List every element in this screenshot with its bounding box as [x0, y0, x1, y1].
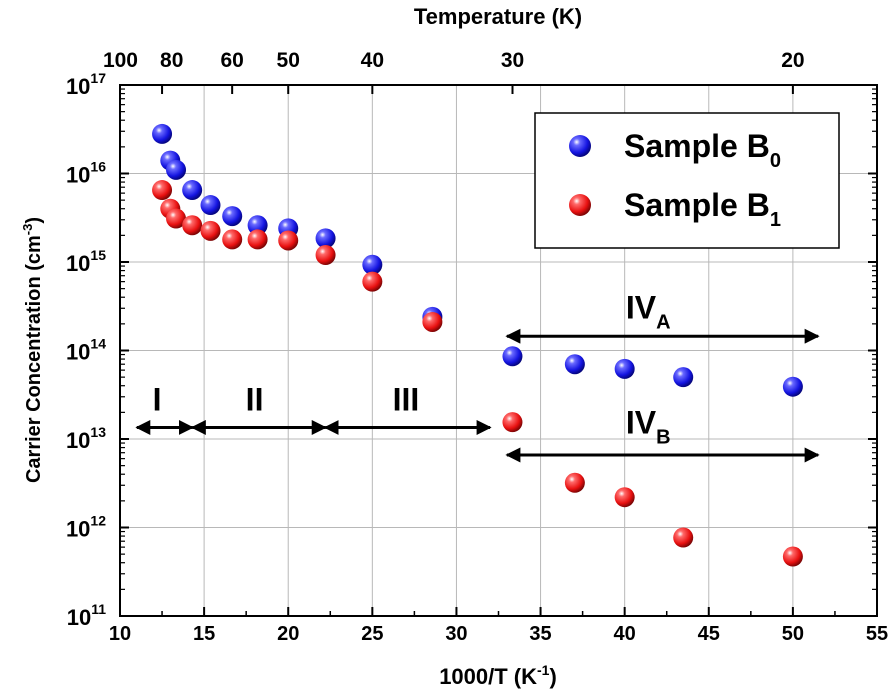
top-axis-title: Temperature (K)	[414, 4, 582, 29]
data-point-sample-b1-6	[247, 229, 268, 250]
legend-box	[534, 112, 840, 249]
y-tick-label-11: 1011	[67, 601, 106, 630]
region-arrows	[135, 328, 820, 463]
data-point-sample-b1-3	[182, 215, 203, 236]
data-point-sample-b0-11	[502, 346, 523, 367]
data-point-sample-b1-12	[564, 472, 585, 493]
region-label-2: III	[393, 381, 420, 417]
axis-ticks: 10 15 20 25 30 35 40 45 50 5510111012101310141015…	[66, 49, 888, 645]
data-point-sample-b0-4	[200, 195, 221, 216]
top-tick-label-60: 60	[220, 49, 243, 72]
data-point-sample-b1-4	[200, 220, 221, 241]
data-point-sample-b1-13	[614, 487, 635, 508]
data-point-sample-b0-12	[564, 354, 585, 375]
x-tick-label-20: 20	[277, 623, 299, 645]
x-tick-label-25: 25	[361, 623, 383, 645]
y-axis-title-sup: -3	[20, 224, 35, 236]
y-axis-title-suffix: )	[23, 217, 45, 224]
x-tick-label-55: 55	[866, 623, 888, 645]
region-label-0: I	[153, 381, 162, 417]
x-axis-title: 1000/T (K-1)	[439, 662, 557, 689]
x-tick-label-45: 45	[698, 623, 720, 645]
legend-marker-sample-b1	[569, 194, 591, 216]
region-label-1: II	[246, 381, 264, 417]
data-point-sample-b0-8	[315, 228, 336, 249]
data-point-sample-b0-9	[362, 254, 383, 275]
region-label-3: IVA	[626, 289, 671, 333]
top-tick-label-20: 20	[781, 49, 804, 72]
y-axis-title-main: Carrier Concentration (cm	[23, 235, 45, 483]
x-tick-label-40: 40	[614, 623, 636, 645]
data-point-sample-b0-15	[782, 376, 803, 397]
data-point-sample-b0-6	[247, 215, 268, 236]
data-point-sample-b0-0	[152, 123, 173, 144]
y-tick-label-17: 1017	[66, 70, 106, 99]
top-tick-label-100: 100	[103, 49, 138, 72]
legend: Sample B0 Sample B1	[534, 112, 840, 249]
top-tick-label-40: 40	[361, 49, 384, 72]
y-tick-label-13: 1013	[66, 424, 106, 453]
data-point-sample-b0-14	[673, 367, 694, 388]
data-point-sample-b1-9	[362, 271, 383, 292]
y-tick-label-16: 1016	[66, 159, 106, 188]
data-point-sample-b1-2	[166, 208, 187, 229]
data-point-sample-b1-8	[315, 244, 336, 265]
x-tick-label-35: 35	[529, 623, 551, 645]
x-axis-title-sup: -1	[537, 662, 550, 678]
legend-label-sample-b1: Sample B1	[624, 187, 781, 231]
data-point-sample-b1-15	[782, 546, 803, 567]
legend-marker-sample-b0	[569, 135, 591, 157]
data-point-sample-b0-5	[222, 206, 243, 227]
top-tick-label-80: 80	[160, 49, 183, 72]
top-tick-label-50: 50	[277, 49, 300, 72]
x-tick-label-50: 50	[782, 623, 804, 645]
y-tick-label-15: 1015	[66, 247, 106, 276]
x-tick-label-30: 30	[445, 623, 467, 645]
y-axis-title: Carrier Concentration (cm-3)	[20, 217, 45, 483]
data-point-sample-b1-10	[422, 311, 443, 332]
x-axis-title-suffix: )	[549, 664, 556, 689]
y-tick-label-14: 1014	[66, 336, 106, 365]
data-point-sample-b1-0	[152, 180, 173, 201]
data-point-sample-b0-2	[166, 159, 187, 180]
legend-label-sample-b0: Sample B0	[624, 128, 781, 172]
x-axis-title-main: 1000/T (K	[439, 664, 537, 689]
region-label-4: IVB	[626, 405, 671, 449]
data-points	[152, 123, 803, 567]
data-point-sample-b1-11	[502, 412, 523, 433]
data-point-sample-b0-3	[182, 180, 203, 201]
top-tick-label-30: 30	[501, 49, 524, 72]
x-tick-label-15: 15	[193, 623, 215, 645]
data-point-sample-b1-14	[673, 527, 694, 548]
data-point-sample-b1-7	[278, 230, 299, 251]
y-tick-label-12: 1012	[66, 513, 106, 542]
x-tick-label-10: 10	[109, 623, 131, 645]
data-point-sample-b0-13	[614, 358, 635, 379]
data-point-sample-b1-5	[222, 229, 243, 250]
